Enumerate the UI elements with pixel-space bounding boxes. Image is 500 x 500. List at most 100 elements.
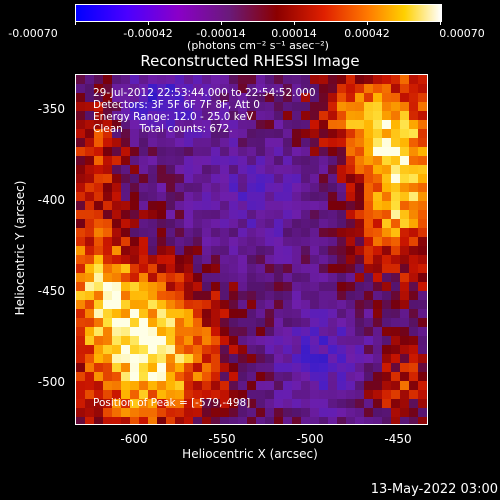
heatmap-cell: [247, 228, 257, 238]
heatmap-cell: [391, 111, 401, 121]
heatmap-cell: [283, 75, 293, 85]
heatmap-cell: [184, 84, 194, 94]
heatmap-cell: [292, 75, 302, 85]
footer-date: 13-May-2022 03:00: [370, 482, 498, 497]
heatmap-cell: [184, 309, 194, 319]
heatmap-cell: [148, 282, 158, 292]
heatmap-cell: [166, 291, 176, 301]
heatmap-cell: [220, 363, 230, 373]
heatmap-cell: [328, 408, 338, 418]
heatmap-cell: [364, 156, 374, 166]
heatmap-cell: [319, 300, 329, 310]
heatmap-cell: [85, 156, 95, 166]
heatmap-cell: [328, 300, 338, 310]
heatmap-cell: [364, 390, 374, 400]
heatmap-cell: [220, 102, 230, 112]
heatmap-cell: [400, 219, 410, 229]
heatmap-cell: [112, 138, 122, 148]
heatmap-cell: [373, 336, 383, 346]
heatmap-cell: [157, 282, 167, 292]
heatmap-cell: [265, 192, 275, 202]
heatmap-cell: [76, 372, 86, 382]
heatmap-cell: [211, 363, 221, 373]
heatmap-cell: [382, 201, 392, 211]
heatmap-cell: [337, 417, 347, 424]
heatmap-cell: [112, 390, 122, 400]
heatmap-cell: [112, 300, 122, 310]
heatmap-cell: [76, 174, 86, 184]
heatmap-cell: [148, 102, 158, 112]
heatmap-cell: [238, 282, 248, 292]
heatmap-cell: [301, 210, 311, 220]
heatmap-cell: [301, 228, 311, 238]
heatmap-cell: [247, 363, 257, 373]
heatmap-cell: [76, 102, 86, 112]
heatmap-cell: [373, 309, 383, 319]
heatmap-cell: [148, 210, 158, 220]
heatmap-cell: [400, 282, 410, 292]
heatmap-cell: [85, 300, 95, 310]
heatmap-cell: [229, 399, 239, 409]
heatmap-cell: [292, 102, 302, 112]
heatmap-cell: [130, 399, 140, 409]
heatmap-cell: [328, 129, 338, 139]
heatmap-cell: [382, 282, 392, 292]
heatmap-cell: [193, 201, 203, 211]
heatmap-cell: [265, 75, 275, 85]
heatmap-cell: [256, 291, 266, 301]
heatmap-cell: [229, 120, 239, 130]
heatmap-cell: [85, 282, 95, 292]
heatmap-cell: [229, 165, 239, 175]
heatmap-cell: [148, 192, 158, 202]
heatmap-cell: [292, 300, 302, 310]
heatmap-cell: [193, 138, 203, 148]
heatmap-cell: [139, 156, 149, 166]
heatmap-cell: [229, 129, 239, 139]
heatmap-cell: [229, 336, 239, 346]
heatmap-cell: [418, 93, 427, 103]
heatmap-cell: [364, 120, 374, 130]
heatmap-cell: [85, 147, 95, 157]
heatmap-cell: [382, 345, 392, 355]
heatmap-cell: [292, 273, 302, 283]
heatmap-cell: [346, 84, 356, 94]
heatmap-cell: [130, 138, 140, 148]
heatmap-cell: [409, 318, 419, 328]
heatmap-cell: [211, 354, 221, 364]
heatmap-cell: [373, 192, 383, 202]
heatmap-cell: [103, 363, 113, 373]
heatmap-cell: [418, 390, 427, 400]
heatmap-cell: [193, 309, 203, 319]
heatmap-cell: [310, 219, 320, 229]
heatmap-cell: [292, 192, 302, 202]
heatmap-cell: [229, 327, 239, 337]
heatmap-cell: [202, 138, 212, 148]
heatmap-cell: [112, 147, 122, 157]
heatmap-cell: [220, 255, 230, 265]
heatmap-cell: [373, 120, 383, 130]
heatmap-cell: [130, 120, 140, 130]
heatmap-cell: [184, 372, 194, 382]
heatmap-cell: [202, 237, 212, 247]
heatmap-cell: [265, 417, 275, 424]
heatmap-cell: [130, 390, 140, 400]
colorbar-tick: [440, 21, 441, 25]
heatmap-cell: [418, 273, 427, 283]
heatmap-cell: [274, 192, 284, 202]
heatmap-cell: [400, 75, 410, 85]
heatmap-cell: [229, 282, 239, 292]
heatmap-cell: [355, 336, 365, 346]
heatmap-cell: [130, 417, 140, 424]
heatmap-cell: [292, 111, 302, 121]
heatmap-cell: [310, 210, 320, 220]
heatmap-cell: [202, 156, 212, 166]
heatmap-cell: [337, 120, 347, 130]
heatmap-cell: [94, 300, 104, 310]
heatmap-cell: [229, 390, 239, 400]
heatmap-cell: [94, 201, 104, 211]
heatmap-cell: [409, 417, 419, 424]
heatmap-cell: [283, 201, 293, 211]
heatmap-cell: [157, 111, 167, 121]
heatmap-cell: [346, 282, 356, 292]
heatmap-cell: [418, 75, 427, 85]
